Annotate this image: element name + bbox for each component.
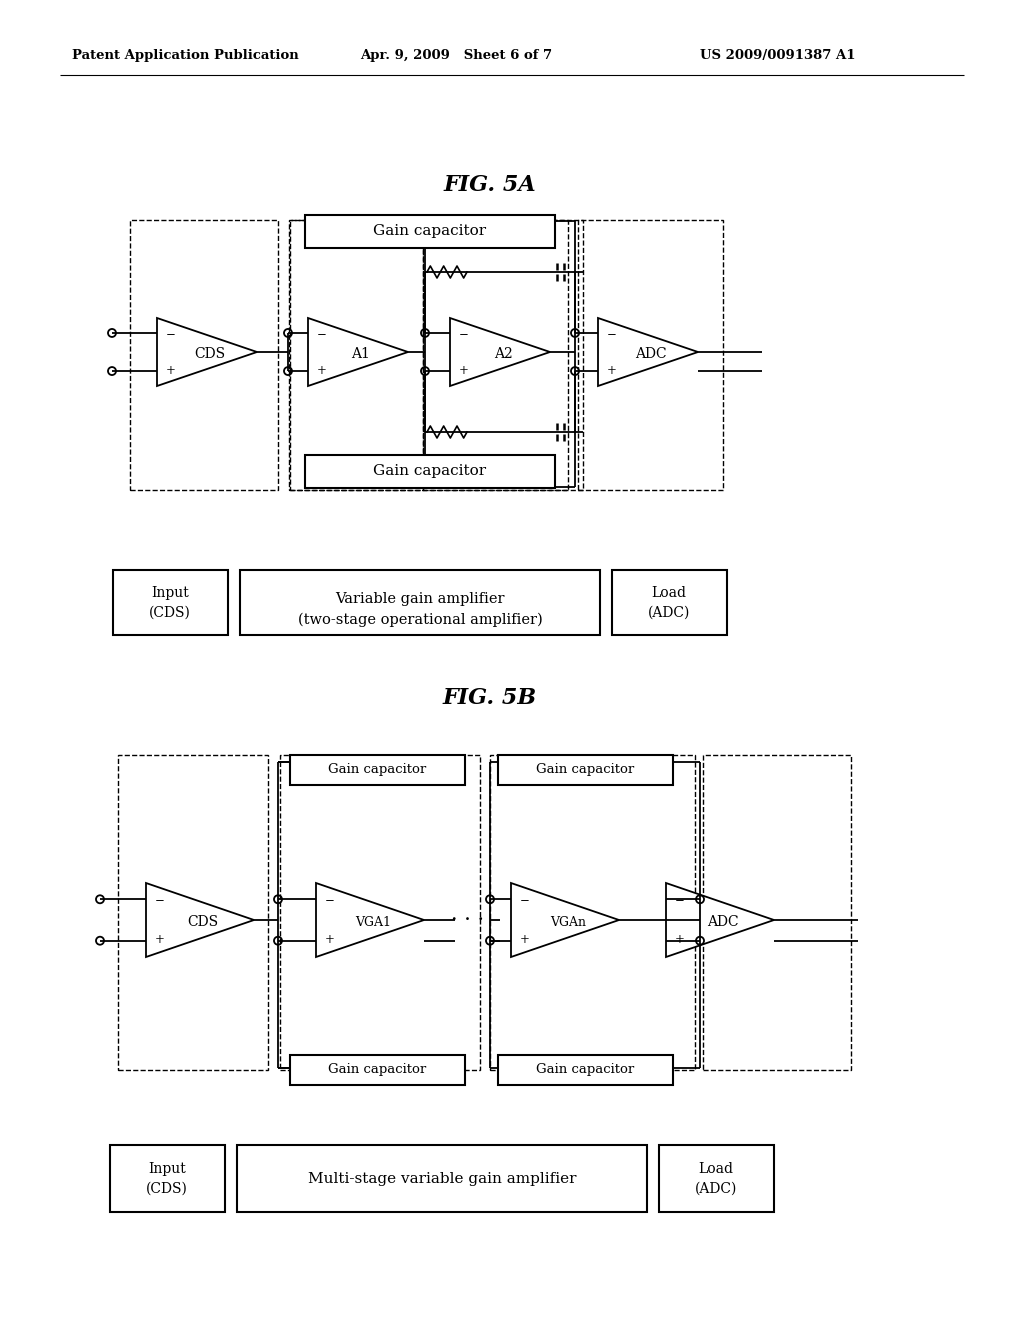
Bar (578, 220, 723, 490)
Text: +: + (155, 933, 165, 946)
Text: Load
(ADC): Load (ADC) (695, 1162, 737, 1195)
Polygon shape (157, 318, 257, 385)
Text: Input
(CDS): Input (CDS) (146, 1162, 188, 1195)
Text: VGAn: VGAn (550, 916, 586, 928)
Text: Apr. 9, 2009   Sheet 6 of 7: Apr. 9, 2009 Sheet 6 of 7 (360, 49, 552, 62)
Text: Gain capacitor: Gain capacitor (374, 465, 486, 479)
Text: +: + (675, 933, 685, 946)
Bar (240, 570, 600, 635)
Text: FIG. 5B: FIG. 5B (443, 686, 537, 709)
Bar (498, 755, 673, 785)
Text: Gain capacitor: Gain capacitor (537, 1064, 635, 1077)
Bar (290, 1055, 465, 1085)
Text: · · ·: · · · (451, 911, 484, 929)
Polygon shape (308, 318, 408, 385)
Text: CDS: CDS (195, 347, 225, 360)
Bar (305, 215, 555, 248)
Text: +: + (317, 364, 327, 378)
Bar (703, 755, 851, 1071)
Polygon shape (146, 883, 254, 957)
Bar (305, 455, 555, 488)
Bar (130, 220, 278, 490)
Text: +: + (325, 933, 335, 946)
Text: (two-stage operational amplifier): (two-stage operational amplifier) (298, 612, 543, 627)
Polygon shape (450, 318, 550, 385)
Text: −: − (317, 327, 327, 341)
Text: VGA1: VGA1 (355, 916, 391, 928)
Text: −: − (166, 327, 176, 341)
Text: ADC: ADC (635, 347, 667, 360)
Bar (110, 1144, 225, 1212)
Bar (498, 1055, 673, 1085)
Bar (290, 220, 423, 490)
Polygon shape (666, 883, 774, 957)
Text: Gain capacitor: Gain capacitor (329, 763, 427, 776)
Text: −: − (459, 327, 469, 341)
Text: −: − (675, 894, 685, 907)
Text: Gain capacitor: Gain capacitor (374, 224, 486, 239)
Text: −: − (520, 894, 529, 907)
Polygon shape (598, 318, 698, 385)
Text: −: − (325, 894, 335, 907)
Text: +: + (166, 364, 176, 378)
Text: −: − (155, 894, 165, 907)
Text: Load
(ADC): Load (ADC) (648, 586, 690, 619)
Text: +: + (607, 364, 616, 378)
Text: +: + (459, 364, 469, 378)
Bar (612, 570, 727, 635)
Bar (659, 1144, 774, 1212)
Text: Gain capacitor: Gain capacitor (537, 763, 635, 776)
Text: Multi-stage variable gain amplifier: Multi-stage variable gain amplifier (308, 1172, 577, 1185)
Bar (490, 755, 695, 1071)
Bar (423, 220, 583, 490)
Text: Variable gain amplifier: Variable gain amplifier (335, 593, 505, 606)
Bar (280, 755, 480, 1071)
Bar (113, 570, 228, 635)
Text: ADC: ADC (708, 915, 738, 929)
Bar (118, 755, 268, 1071)
Polygon shape (316, 883, 424, 957)
Text: +: + (520, 933, 529, 946)
Bar (290, 755, 465, 785)
Bar (237, 1144, 647, 1212)
Text: CDS: CDS (187, 915, 218, 929)
Bar (289, 220, 568, 490)
Text: A2: A2 (494, 347, 512, 360)
Text: Gain capacitor: Gain capacitor (329, 1064, 427, 1077)
Text: −: − (607, 327, 616, 341)
Polygon shape (511, 883, 618, 957)
Text: US 2009/0091387 A1: US 2009/0091387 A1 (700, 49, 855, 62)
Text: Patent Application Publication: Patent Application Publication (72, 49, 299, 62)
Text: FIG. 5A: FIG. 5A (443, 174, 537, 195)
Text: Input
(CDS): Input (CDS) (150, 586, 190, 619)
Text: A1: A1 (351, 347, 371, 360)
